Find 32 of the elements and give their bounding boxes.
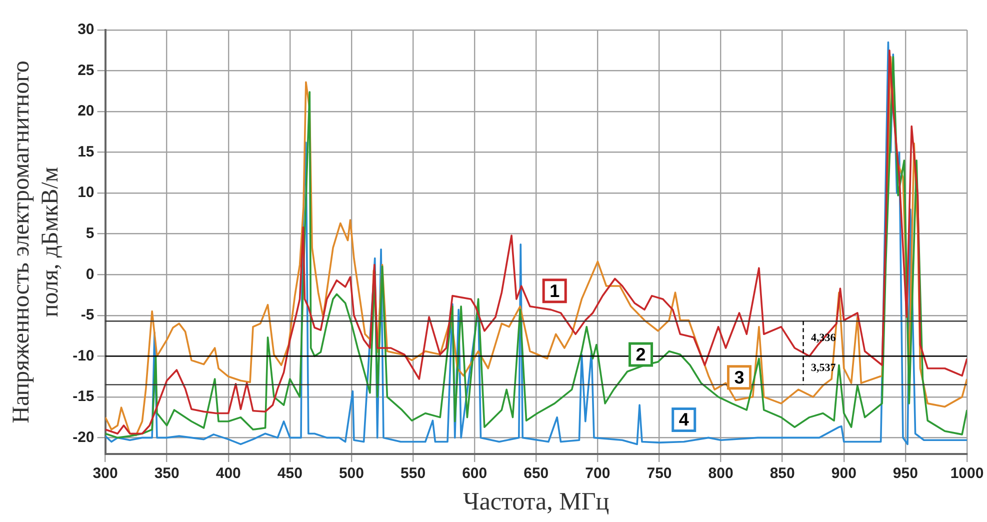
x-tick-label: 900: [831, 465, 856, 482]
y-tick-label: 20: [78, 102, 94, 120]
y-axis-title: Напряженность электромагнитного поля, дБмкВ/м: [8, 60, 64, 424]
series-label: 2: [636, 344, 646, 364]
y-tick-label: 30: [78, 21, 94, 38]
x-axis-title: Частота, МГц: [463, 488, 610, 516]
x-tick-label: 650: [524, 465, 549, 482]
x-tick-label: 800: [708, 465, 734, 482]
x-tick-label: 950: [892, 465, 918, 482]
y-tick-label: 5: [86, 224, 94, 242]
x-tick-label: 700: [585, 465, 610, 482]
series-label: 1: [550, 280, 560, 301]
x-tick-label: 1000: [950, 465, 984, 482]
x-tick-label: 600: [462, 465, 488, 482]
x-tick-label: 550: [400, 465, 426, 482]
y-tick-label: -20: [72, 428, 94, 446]
x-tick-label: 500: [338, 465, 364, 482]
y-tick-label: 25: [78, 62, 94, 79]
y-tick-label: 10: [78, 184, 94, 202]
x-tick-label: 750: [646, 465, 672, 482]
y-tick-label: -15: [72, 388, 94, 406]
x-tick-label: 400: [216, 465, 241, 482]
y-tick-label: 15: [78, 143, 94, 160]
y-tick-label: -5: [80, 306, 94, 324]
x-tick-label: 300: [92, 465, 118, 482]
y-tick-label: 0: [86, 266, 94, 283]
series-label: 4: [678, 410, 689, 430]
x-tick-label: 850: [770, 465, 795, 482]
series-label: 3: [734, 367, 744, 388]
y-tick-label: -10: [72, 347, 94, 364]
x-tick-label: 450: [277, 465, 302, 482]
x-tick-label: 350: [154, 465, 180, 482]
